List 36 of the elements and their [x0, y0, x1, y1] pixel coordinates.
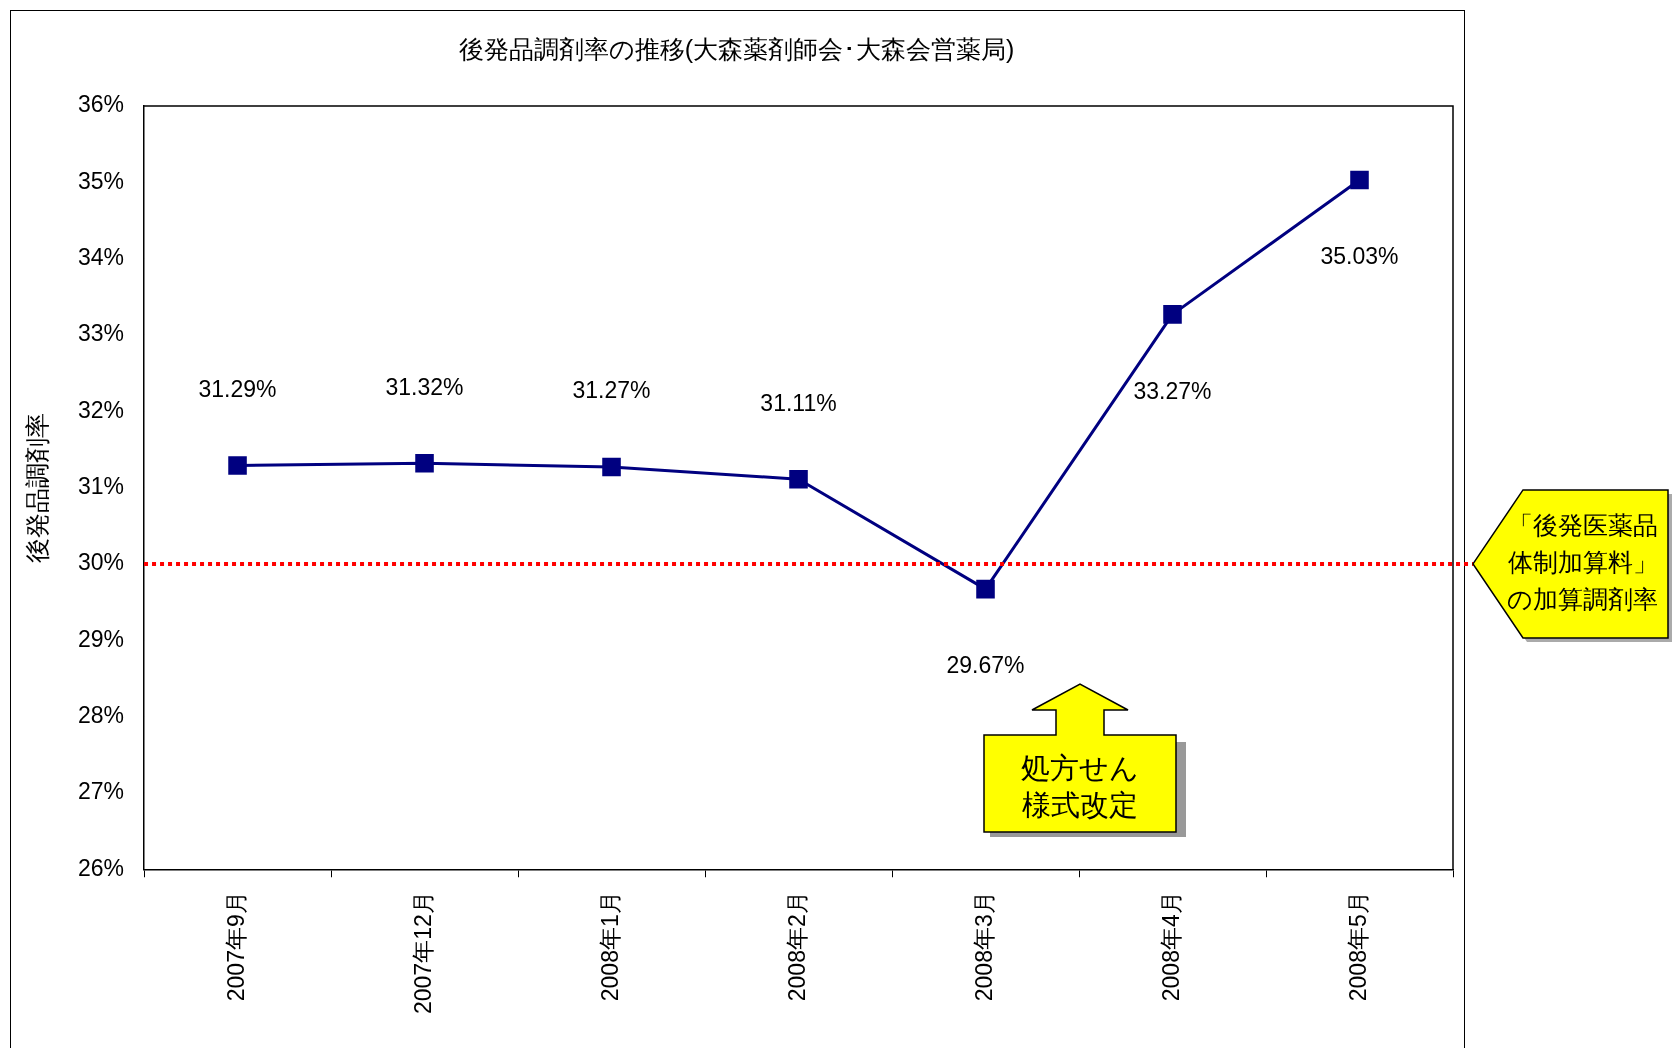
x-tick-label: 2008年3月	[970, 891, 997, 1002]
point	[976, 579, 995, 599]
annotation: 処方せん様式改定	[1020, 751, 1140, 823]
y-tick-label: 30%	[77, 549, 125, 576]
point	[602, 457, 621, 477]
point	[789, 469, 808, 489]
y-axis-title: 後発品調剤率	[22, 412, 51, 563]
data-label: 29.67%	[946, 652, 1025, 679]
data-label: 35.03%	[1320, 243, 1399, 270]
data-label: 33.27%	[1133, 377, 1212, 404]
y-tick-label: 29%	[77, 625, 125, 652]
x-tick-label: 2008年1月	[596, 891, 623, 1002]
data-label: 31.32%	[385, 373, 464, 400]
y-tick-label: 26%	[77, 854, 125, 881]
data-label: 31.29%	[198, 375, 277, 402]
x-tick-label: 2008年4月	[1157, 891, 1184, 1002]
y-tick-label: 36%	[77, 91, 125, 118]
y-tick-label: 31%	[77, 472, 125, 499]
x-tick-label: 2008年2月	[783, 891, 810, 1002]
y-tick-label: 27%	[77, 778, 125, 805]
point	[415, 453, 434, 473]
x-tick-label: 2008年5月	[1344, 891, 1371, 1002]
y-tick-label: 32%	[77, 396, 125, 423]
y-tick-label: 33%	[77, 320, 125, 347]
y-tick-label: 28%	[77, 701, 125, 728]
point	[1350, 170, 1369, 190]
chart-title: 後発品調剤率の推移(大森薬剤師会･大森会営薬局)	[458, 34, 1015, 63]
point	[228, 456, 247, 475]
data-label: 31.27%	[572, 377, 651, 404]
y-tick-label: 35%	[77, 167, 125, 194]
x-tick-label: 2007年9月	[222, 891, 249, 1002]
x-tick-label: 2007年12月	[409, 891, 436, 1014]
data-label: 31.11%	[760, 389, 837, 416]
y-tick-label: 34%	[77, 243, 125, 270]
point	[1163, 305, 1182, 324]
ref-line-label: 「後発医薬品体制加算料」の加算調剤率	[1507, 510, 1658, 613]
